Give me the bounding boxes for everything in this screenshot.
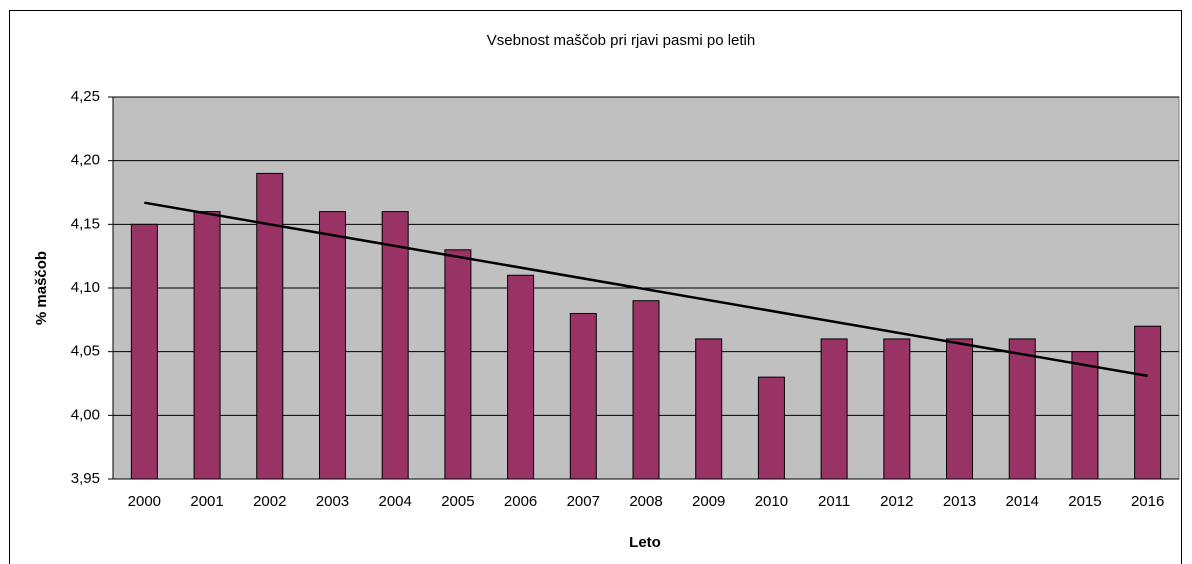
x-tick-label: 2004 bbox=[378, 493, 411, 510]
x-tick-label: 2001 bbox=[190, 493, 223, 510]
bar bbox=[507, 274, 535, 480]
y-tick-label: 4,20 bbox=[71, 152, 100, 169]
bar bbox=[820, 338, 848, 480]
y-tick-label: 4,10 bbox=[71, 279, 100, 296]
bar bbox=[381, 211, 409, 480]
x-axis-label: Leto bbox=[629, 534, 661, 551]
x-tick-label: 2013 bbox=[943, 493, 976, 510]
bar bbox=[256, 172, 284, 480]
x-tick-label: 2007 bbox=[567, 493, 600, 510]
y-tick-label: 4,15 bbox=[71, 215, 100, 232]
x-tick-label: 2009 bbox=[692, 493, 725, 510]
y-tick-label: 4,00 bbox=[71, 406, 100, 423]
x-tick-label: 2002 bbox=[253, 493, 286, 510]
bar bbox=[1008, 338, 1036, 480]
chart-title: Vsebnost maščob pri rjavi pasmi po letih bbox=[487, 32, 755, 49]
x-tick-label: 2016 bbox=[1131, 493, 1164, 510]
bar bbox=[757, 376, 785, 480]
bar bbox=[569, 312, 597, 480]
x-tick-label: 2015 bbox=[1068, 493, 1101, 510]
y-axis-label: % maščob bbox=[33, 251, 50, 325]
bar bbox=[946, 338, 974, 480]
x-tick-label: 2010 bbox=[755, 493, 788, 510]
x-tick-label: 2008 bbox=[629, 493, 662, 510]
y-tick-label: 3,95 bbox=[71, 470, 100, 487]
bar bbox=[695, 338, 723, 480]
x-tick-label: 2003 bbox=[316, 493, 349, 510]
bar bbox=[193, 211, 221, 480]
bar bbox=[883, 338, 911, 480]
x-tick-label: 2011 bbox=[818, 493, 850, 510]
bar bbox=[318, 211, 346, 480]
bar bbox=[1134, 325, 1162, 480]
bar bbox=[444, 249, 472, 480]
x-tick-label: 2012 bbox=[880, 493, 913, 510]
x-tick-label: 2006 bbox=[504, 493, 537, 510]
x-tick-label: 2000 bbox=[128, 493, 161, 510]
x-tick-label: 2014 bbox=[1006, 493, 1039, 510]
y-tick-label: 4,25 bbox=[71, 88, 100, 105]
bar bbox=[130, 223, 158, 480]
y-tick-label: 4,05 bbox=[71, 343, 100, 360]
bar bbox=[1071, 351, 1099, 480]
bar bbox=[632, 300, 660, 480]
x-tick-label: 2005 bbox=[441, 493, 474, 510]
trendline bbox=[144, 201, 1148, 378]
